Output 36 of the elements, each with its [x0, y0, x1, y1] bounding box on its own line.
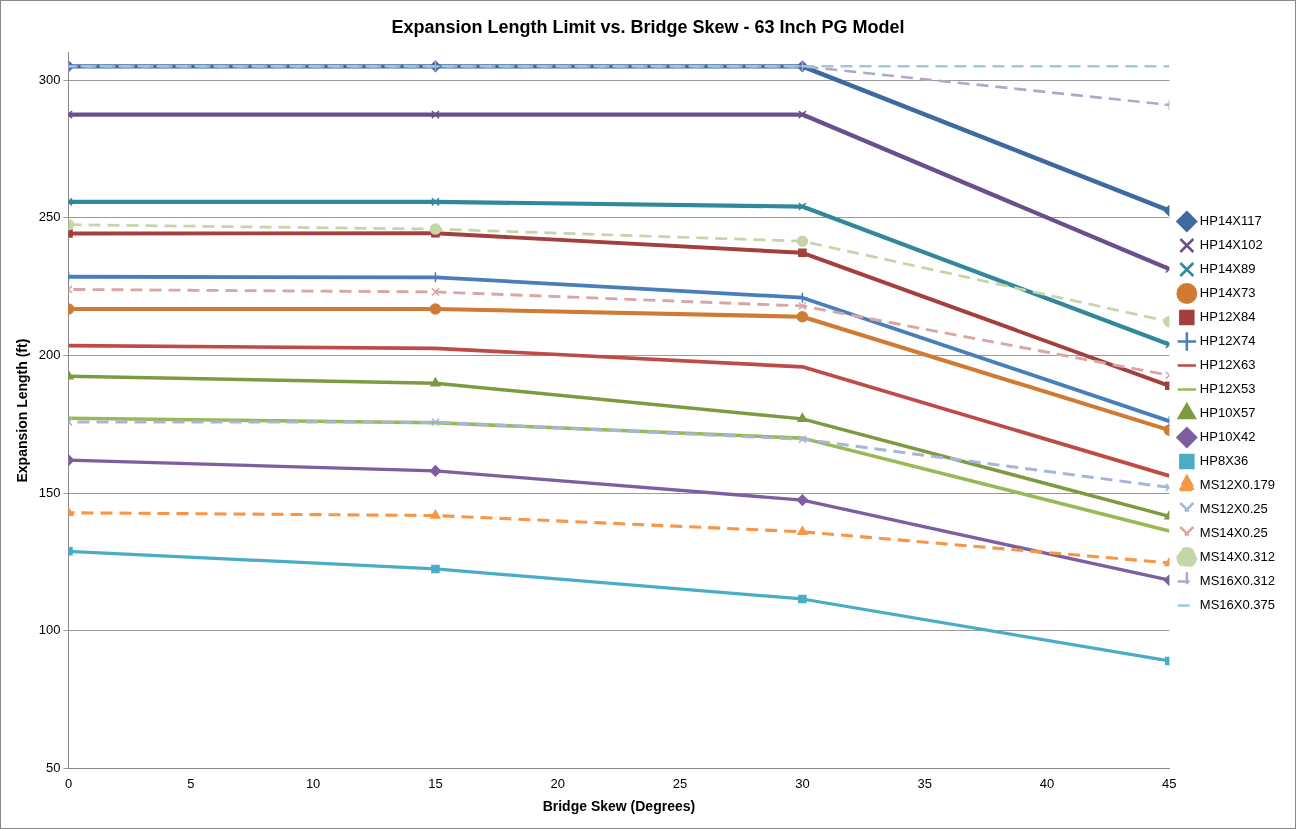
x-axis-title: Bridge Skew (Degrees): [542, 798, 696, 815]
legend-label: MS14X0.312: [1199, 549, 1276, 565]
legend-label: MS16X0.312: [1199, 573, 1276, 589]
x-tick-label: 35: [917, 775, 932, 791]
chart-title: Expansion Length Limit vs. Bridge Skew - 63 Inch PG Model: [391, 16, 905, 37]
y-tick-label: 100: [38, 622, 61, 638]
y-tick-label: 50: [46, 760, 61, 776]
legend-label: HP14X73: [1199, 285, 1256, 301]
legend-label: MS12X0.25: [1199, 501, 1268, 517]
legend-label: HP10X42: [1199, 429, 1256, 445]
x-tick-label: 25: [672, 775, 688, 791]
legend-label: MS16X0.375: [1199, 597, 1276, 613]
y-tick-label: 150: [38, 484, 61, 500]
x-tick-label: 20: [550, 775, 565, 791]
legend-label: HP12X74: [1199, 333, 1256, 349]
y-tick-label: 250: [38, 209, 61, 225]
legend-label: HP14X89: [1199, 261, 1256, 277]
x-tick-label: 45: [1162, 775, 1177, 791]
legend-label: HP12X84: [1199, 309, 1256, 325]
x-tick-label: 40: [1039, 775, 1055, 791]
x-tick-label: 0: [64, 775, 73, 791]
legend-label: HP8X36: [1199, 453, 1249, 469]
legend-label: HP12X53: [1199, 381, 1256, 397]
y-axis-title: Expansion Length (ft): [14, 338, 31, 483]
legend-label: HP14X117: [1199, 213, 1262, 229]
y-tick-label: 300: [38, 71, 61, 87]
y-tick-label: 200: [38, 347, 61, 363]
legend-label: HP14X102: [1199, 237, 1263, 253]
legend-label: HP12X63: [1199, 357, 1256, 373]
legend-label: MS12X0.179: [1199, 477, 1276, 493]
x-tick-label: 30: [795, 775, 810, 791]
legend-label: HP10X57: [1199, 405, 1256, 421]
x-tick-label: 15: [428, 775, 443, 791]
x-tick-label: 10: [305, 775, 321, 791]
legend-label: MS14X0.25: [1199, 525, 1268, 541]
x-tick-label: 5: [187, 775, 195, 791]
